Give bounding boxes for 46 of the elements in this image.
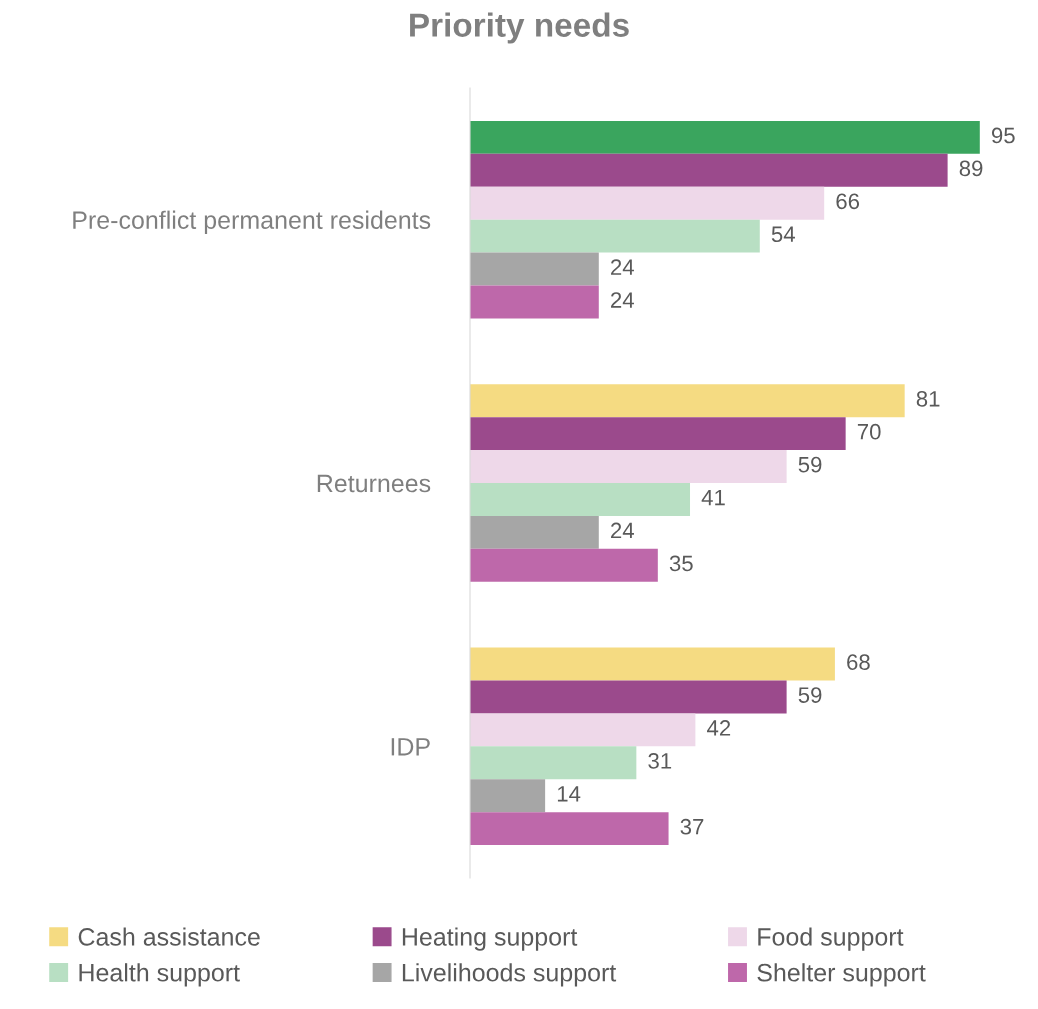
legend-label: Cash assistance [78,927,260,946]
bar [470,384,905,418]
bar [470,515,599,549]
data-label: 81 [916,390,940,407]
data-label: 31 [648,753,672,769]
bar [470,647,835,681]
bar [470,779,546,813]
bar [470,680,787,714]
chart-title: Priority needs [410,12,629,44]
data-label: 35 [669,555,693,572]
legend-label: Heating support [402,927,578,951]
bar [470,483,691,516]
data-label: 68 [847,654,870,671]
data-label: 14 [557,786,581,802]
legend-label: Food support [758,927,904,951]
data-label: 24 [611,259,634,275]
bar [470,713,696,747]
bar [470,153,948,187]
legend-label: Livelihoods support [402,963,617,987]
bar [470,417,846,451]
bar [470,812,669,846]
data-label: 70 [857,423,881,440]
y-tick-label: IDP [391,738,430,756]
y-tick-label: Pre-conflict permanent residents [73,210,431,234]
data-label: 59 [798,687,822,703]
data-label: 95 [991,127,1015,144]
data-label: 59 [798,456,822,473]
y-tick-label: Returnees [317,474,431,493]
bar [470,252,599,286]
data-label: 41 [701,489,725,506]
data-label: 24 [611,292,634,308]
bar [470,285,599,319]
data-label: 54 [771,226,795,243]
bar [470,548,658,582]
data-label: 24 [611,522,634,539]
data-label: 66 [836,193,860,210]
data-label: 37 [680,818,704,835]
bar [470,746,637,780]
legend-label: Health support [79,963,240,987]
bar [470,120,980,154]
bar [470,450,787,483]
bar [470,219,760,253]
data-label: 89 [959,160,983,177]
legend-label: Shelter support [757,963,926,987]
bar [470,186,825,220]
data-label: 42 [707,720,731,736]
